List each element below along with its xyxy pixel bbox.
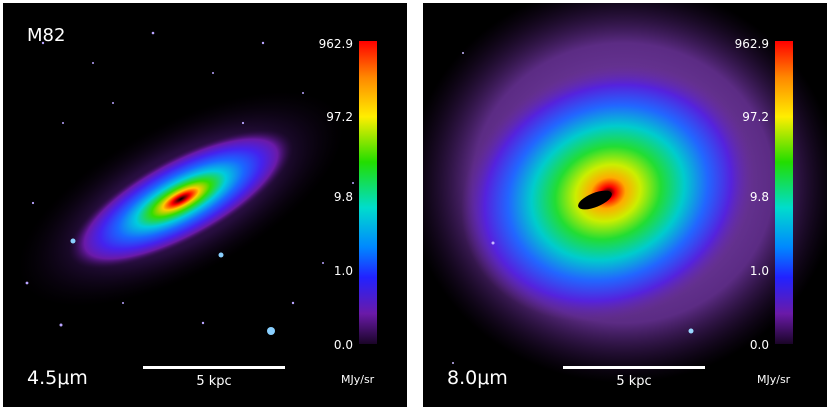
colorbar-tick: 962.9: [318, 37, 353, 51]
colorbar-unit: MJy/sr: [341, 373, 375, 386]
colorbar-tick: 9.8: [333, 190, 353, 204]
colorbar-tick: 1.0: [749, 264, 769, 278]
colorbar-tick: 0.0: [749, 338, 769, 352]
colorbar-4p5um: [359, 41, 377, 344]
scale-bar: [143, 366, 285, 369]
colorbar-tick: 97.2: [326, 110, 353, 124]
colorbar-8p0um: [775, 41, 793, 344]
colorbar-tick: 0.0: [333, 338, 353, 352]
galaxy-image-4p5um: [18, 31, 354, 335]
band-label-8p0um: 8.0μm: [447, 367, 508, 389]
scale-bar: [563, 366, 705, 369]
galaxy-image-8p0um: [423, 3, 827, 383]
galaxy-name-label: M82: [27, 25, 66, 46]
panel-8p0um: 8.0μm 5 kpc 962.9 97.2 9.8 1.0 0.0 MJy/s…: [423, 3, 827, 407]
colorbar-tick: 1.0: [333, 264, 353, 278]
scale-bar-label: 5 kpc: [196, 374, 232, 389]
colorbar-tick: 9.8: [749, 190, 769, 204]
colorbar-tick: 97.2: [742, 110, 769, 124]
band-label-4p5um: 4.5μm: [27, 367, 88, 389]
panel-4p5um: M82 4.5μm 5 kpc 962.9 97.2 9.8 1.0 0.0 M…: [3, 3, 407, 407]
colorbar-tick: 962.9: [734, 37, 769, 51]
scale-bar-label: 5 kpc: [616, 374, 652, 389]
colorbar-unit: MJy/sr: [757, 373, 791, 386]
